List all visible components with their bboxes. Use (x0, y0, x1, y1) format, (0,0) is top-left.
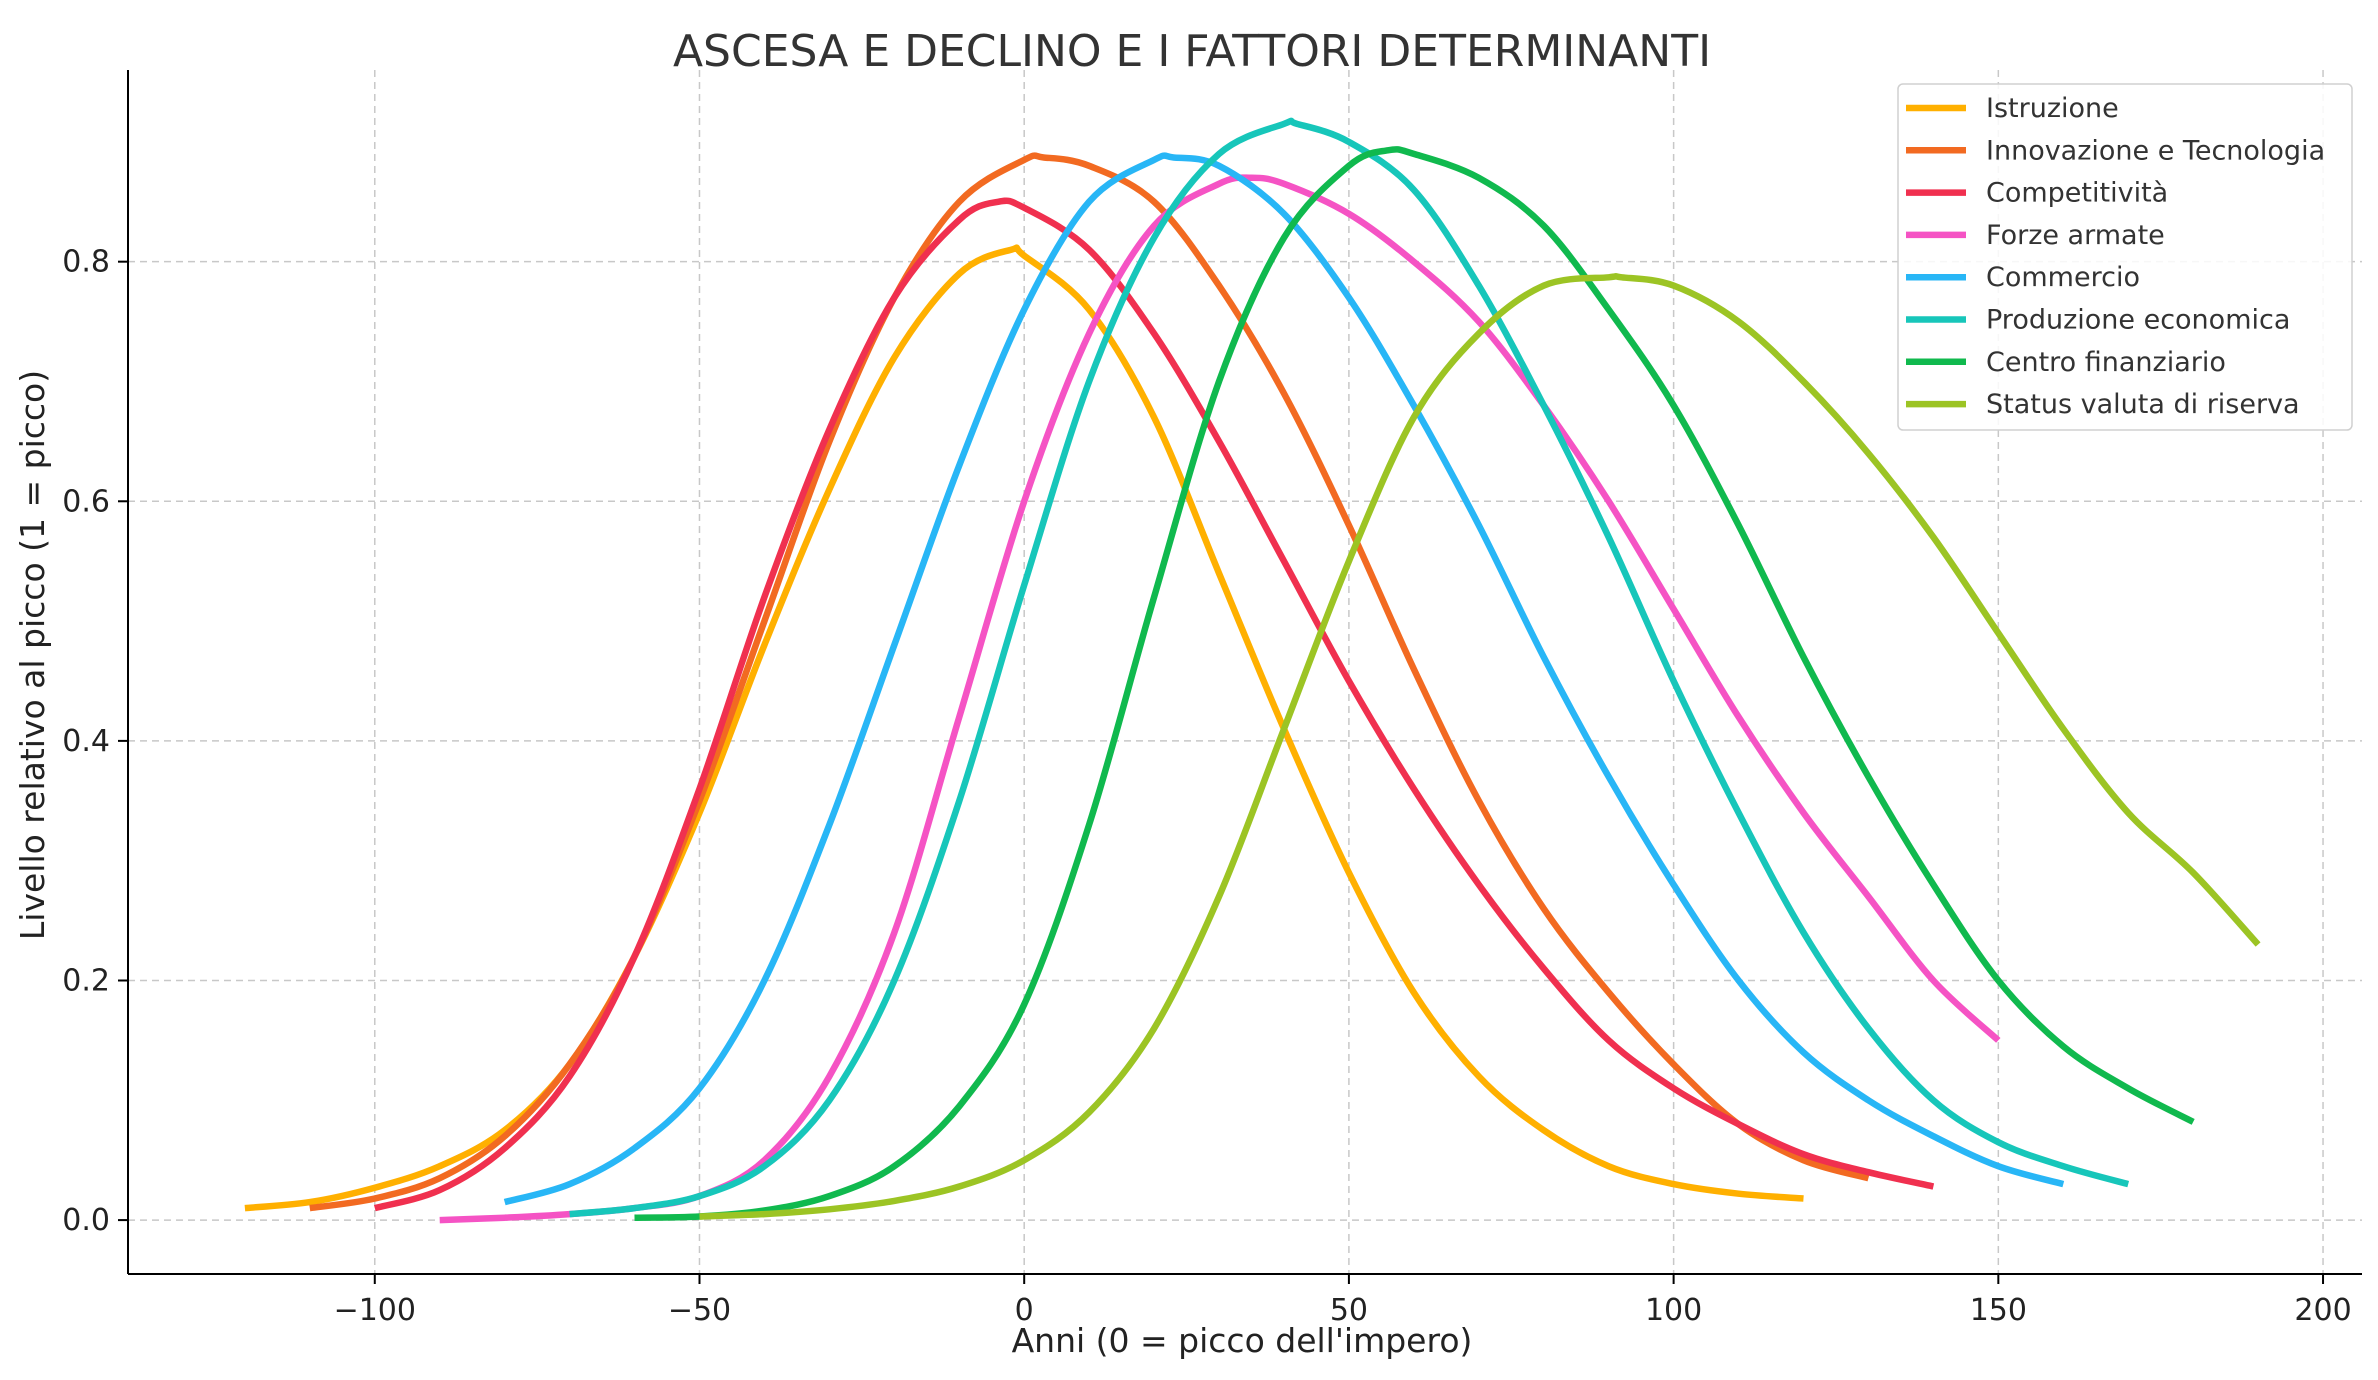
x-tick-label: 0 (1015, 1293, 1034, 1328)
legend-item-label: Status valuta di riserva (1986, 389, 2300, 420)
legend-item-label: Centro finanziario (1986, 347, 2226, 378)
y-axis-ticks: 0.0 0.2 0.4 0.6 0.8 (62, 245, 128, 1238)
x-tick-label: −100 (334, 1293, 416, 1328)
series-line-7 (634, 146, 2195, 1221)
x-tick-label: 150 (1970, 1293, 2027, 1328)
x-axis-label: Anni (0 = picco dell'impero) (1012, 1321, 1473, 1360)
legend-item-label: Produzione economica (1986, 305, 2290, 336)
chart-title: ASCESA E DECLINO E I FATTORI DETERMINANT… (673, 26, 1711, 77)
series-line-5 (503, 152, 2065, 1206)
x-tick-label: −50 (668, 1293, 731, 1328)
x-axis-ticks: −100 −50 0 50 100 150 200 (334, 1274, 2352, 1328)
y-tick-label: 0.0 (62, 1203, 110, 1238)
x-tick-label: 200 (2294, 1293, 2351, 1328)
axes (127, 70, 2362, 1275)
x-tick-label: 50 (1330, 1293, 1368, 1328)
legend-item-label: Innovazione e Tecnologia (1986, 135, 2325, 166)
grid (128, 70, 2362, 1274)
y-tick-label: 0.2 (62, 963, 110, 998)
x-tick-label: 100 (1645, 1293, 1702, 1328)
series-lines (244, 117, 2261, 1224)
series-line-6 (569, 117, 2130, 1218)
legend-item-label: Istruzione (1986, 93, 2119, 124)
legend: Istruzione Innovazione e Tecnologia Compet… (1897, 83, 2353, 431)
legend-item-label: Commercio (1986, 262, 2140, 293)
series-line-3 (373, 197, 1935, 1212)
series-line-4 (439, 174, 2001, 1224)
series-line-8 (699, 273, 2261, 1220)
y-axis-label: Livello relativo al picco (1 = picco) (13, 370, 52, 940)
legend-frame (1897, 83, 2353, 431)
legend-item-label: Competitività (1986, 178, 2168, 209)
y-tick-label: 0.6 (62, 484, 110, 519)
series-line-1 (244, 244, 1804, 1212)
legend-item-label: Forze armate (1986, 220, 2165, 251)
y-tick-label: 0.8 (62, 245, 110, 280)
y-tick-label: 0.4 (62, 724, 110, 759)
